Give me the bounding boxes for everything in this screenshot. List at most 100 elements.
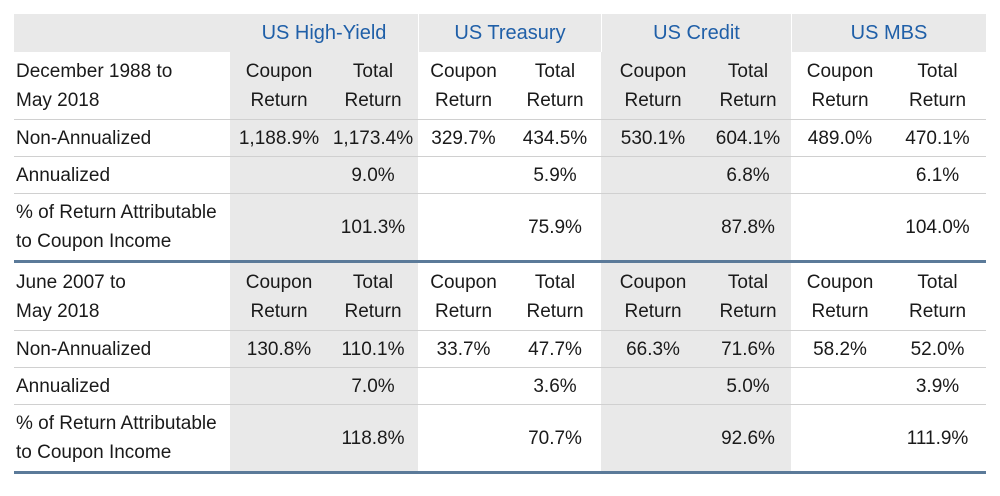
column-header-text: Total Return <box>719 268 776 326</box>
table-cell: 118.8% <box>328 405 418 471</box>
table-cell <box>418 194 509 260</box>
column-header-text: Coupon Return <box>807 268 874 326</box>
coupon-return-header: Coupon Return <box>601 52 705 119</box>
column-header-line: Return <box>811 89 869 111</box>
table-cell: 7.0% <box>328 368 418 404</box>
column-header-text: Coupon Return <box>246 268 313 326</box>
row-label-line: Non-Annualized <box>16 338 152 360</box>
column-header-line: Return <box>624 300 682 322</box>
table-cell: 33.7% <box>436 338 491 360</box>
column-header-line: Total <box>352 271 394 293</box>
row-label: Annualized <box>14 157 230 193</box>
table-row: % of Return Attributable to Coupon Income… <box>14 405 986 471</box>
column-header-line: Return <box>624 89 682 111</box>
row-label-line: % of Return Attributable <box>16 202 217 223</box>
table-cell: 66.3% <box>601 331 705 367</box>
total-return-header: Total Return <box>328 263 418 330</box>
column-header-text: Total Return <box>344 268 401 326</box>
group-header-us-mbs: US MBS <box>791 14 986 52</box>
total-return-header: Total Return <box>328 52 418 119</box>
column-header-text: Coupon Return <box>430 57 497 115</box>
table-row: Non-Annualized 1,188.9% 1,173.4% 329.7% 434.… <box>14 120 986 157</box>
column-header-text: Coupon Return <box>620 268 687 326</box>
table-cell: 75.9% <box>528 216 582 238</box>
column-header-line: Return <box>526 89 584 111</box>
column-header-line: Return <box>908 89 967 111</box>
table-cell: 470.1% <box>905 127 970 149</box>
row-label: Non-Annualized <box>14 331 230 367</box>
coupon-return-header: Coupon Return <box>791 52 889 119</box>
column-header-text: Total Return <box>719 57 776 115</box>
row-label-line: to Coupon Income <box>16 231 172 252</box>
table-row: % of Return Attributable to Coupon Income… <box>14 194 986 260</box>
table-cell: 5.9% <box>533 164 577 186</box>
column-header-text: Total Return <box>526 268 583 326</box>
row-label-line: Annualized <box>16 375 111 397</box>
total-return-header: Total Return <box>705 263 791 330</box>
table-cell <box>601 405 705 471</box>
table-cell <box>230 157 328 193</box>
period-label-line: December 1988 to <box>16 60 173 82</box>
column-header-text: Coupon Return <box>807 57 874 115</box>
table-cell: 3.9% <box>915 375 960 397</box>
table-cell: 9.0% <box>328 157 418 193</box>
column-header-line: Return <box>250 89 308 111</box>
column-header-line: Return <box>434 89 493 111</box>
table-row: Annualized 7.0% 3.6% 5.0% 3.9% <box>14 368 986 405</box>
column-header-text: Total Return <box>909 57 966 115</box>
column-header-text: Total Return <box>344 57 401 115</box>
row-label-text: Non-Annualized <box>16 124 151 153</box>
column-header-line: Coupon <box>245 271 313 293</box>
coupon-return-header: Coupon Return <box>418 52 509 119</box>
table-cell <box>791 157 889 193</box>
row-label-text: Non-Annualized <box>16 335 151 364</box>
table-cell: 329.7% <box>431 127 496 149</box>
table-cell: 110.1% <box>328 331 418 367</box>
coupon-return-header: Coupon Return <box>230 263 328 330</box>
row-label-line: Annualized <box>16 164 111 186</box>
row-label-text: % of Return Attributable to Coupon Income <box>16 409 217 467</box>
row-label-line: % of Return Attributable <box>16 413 217 434</box>
table-cell <box>601 194 705 260</box>
table-cell: 58.2% <box>813 338 867 360</box>
column-header-line: Coupon <box>619 271 687 293</box>
section-subheader-row: December 1988 to May 2018 Coupon Return Tota… <box>14 52 986 120</box>
table-cell: 111.9% <box>906 427 969 449</box>
column-header-line: Return <box>434 300 493 322</box>
column-header-line: Coupon <box>430 271 497 293</box>
column-header-line: Total <box>727 60 769 82</box>
table-cell <box>230 368 328 404</box>
table-cell <box>601 368 705 404</box>
total-return-header: Total Return <box>889 263 986 330</box>
header-blank <box>14 14 230 52</box>
column-header-line: Coupon <box>619 60 687 82</box>
period-label: June 2007 to May 2018 <box>14 263 230 330</box>
table-row: Annualized 9.0% 5.9% 6.8% 6.1% <box>14 157 986 194</box>
period-label: December 1988 to May 2018 <box>14 52 230 119</box>
table-cell: 530.1% <box>601 120 705 156</box>
table-cell: 1,173.4% <box>328 120 418 156</box>
group-header-us-high-yield: US High-Yield <box>230 14 418 52</box>
total-return-header: Total Return <box>889 52 986 119</box>
column-header-text: Coupon Return <box>620 57 687 115</box>
coupon-return-header: Coupon Return <box>418 263 509 330</box>
row-label-line: Non-Annualized <box>16 127 152 149</box>
column-header-line: Return <box>344 300 402 322</box>
period-label-text: June 2007 to May 2018 <box>16 268 126 326</box>
table-cell: 5.0% <box>705 368 791 404</box>
column-header-text: Total Return <box>526 57 583 115</box>
table-cell: 101.3% <box>328 194 418 260</box>
table-cell: 52.0% <box>910 338 965 360</box>
table-cell: 6.1% <box>915 164 960 186</box>
total-return-header: Total Return <box>509 52 601 119</box>
column-header-line: Total <box>352 60 394 82</box>
row-label: Annualized <box>14 368 230 404</box>
group-header-us-credit: US Credit <box>601 14 791 52</box>
table-cell: 70.7% <box>528 427 582 449</box>
column-header-line: Coupon <box>806 60 874 82</box>
table-cell <box>418 368 509 404</box>
table-cell <box>230 194 328 260</box>
table-cell: 47.7% <box>528 338 582 360</box>
column-header-line: Return <box>908 300 967 322</box>
table-cell: 434.5% <box>522 127 588 149</box>
